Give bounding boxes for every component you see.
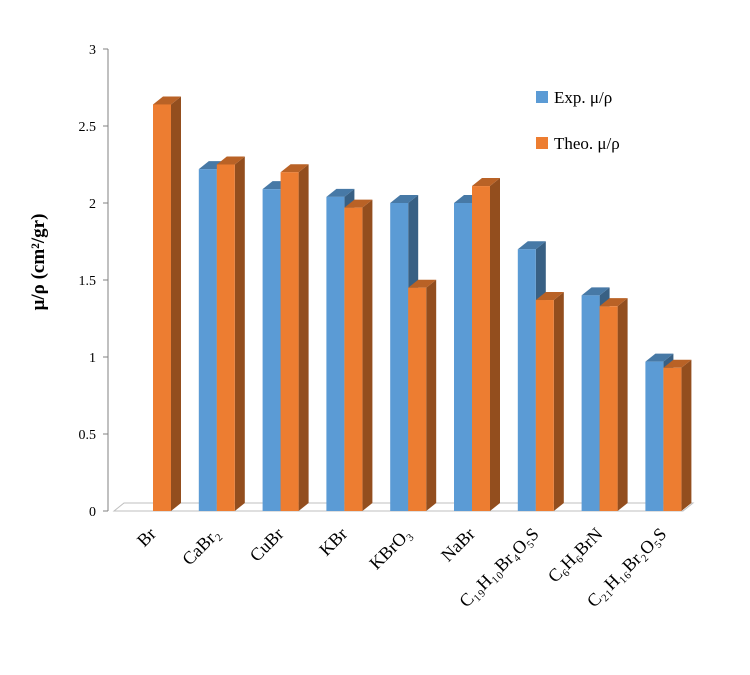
bar-top — [216, 156, 245, 165]
x-tick-label: C₆H₆BrN — [544, 524, 607, 587]
bar-front — [280, 172, 299, 511]
bar-front — [472, 186, 490, 511]
bar-top — [517, 241, 546, 250]
y-axis-label: μ/ρ (cm²/gr) — [28, 214, 49, 311]
bar-theo — [599, 298, 628, 511]
y-tick-label: 1.5 — [79, 274, 97, 289]
bar-theo — [408, 279, 437, 511]
bar-theo — [216, 156, 245, 511]
bar-side — [553, 292, 564, 511]
bar-front — [153, 104, 171, 511]
bar-front — [517, 249, 536, 511]
x-tick-label: CaBr₂ — [178, 524, 223, 569]
legend-swatch — [536, 91, 548, 103]
bar-theo — [472, 178, 500, 511]
y-tick-label: 2 — [89, 197, 96, 212]
legend-label: Theo. μ/ρ — [554, 134, 620, 153]
x-tick-label: KBrO₃ — [365, 524, 415, 574]
bar-front — [390, 203, 409, 511]
bar-front — [535, 300, 554, 511]
bar-top — [344, 199, 373, 208]
bar-front — [581, 295, 600, 511]
bar-top — [408, 279, 437, 288]
y-tick-label: 0.5 — [79, 428, 97, 443]
bar-front — [645, 361, 664, 511]
x-tick-label: CuBr — [246, 524, 288, 566]
y-tick-label: 1 — [89, 351, 96, 366]
bar-top — [645, 353, 674, 362]
bar-side — [298, 164, 309, 511]
bar-top — [535, 292, 564, 301]
bar-front — [454, 203, 472, 511]
bar-side — [362, 199, 373, 511]
bar-front — [599, 306, 618, 511]
bar-theo — [535, 292, 564, 511]
legend: Exp. μ/ρ Theo. μ/ρ — [536, 88, 620, 153]
bar-top — [390, 195, 419, 203]
bar-side — [681, 359, 692, 511]
legend-label: Exp. μ/ρ — [554, 88, 612, 107]
y-tick-label: 2.5 — [79, 120, 97, 135]
bar-side — [617, 298, 628, 511]
bar-side — [234, 156, 245, 511]
bar-theo — [153, 96, 181, 511]
bar-theo — [344, 199, 373, 511]
x-tick-label: NaBr — [437, 524, 479, 566]
bar-front — [344, 207, 363, 511]
legend-swatch — [536, 137, 548, 149]
bar-side — [426, 279, 437, 511]
bar-top — [326, 188, 355, 197]
y-tick-label: 0 — [89, 505, 96, 520]
bar-top — [153, 96, 181, 105]
bar-front — [326, 196, 345, 511]
bar-side — [171, 96, 181, 511]
bar-side — [490, 178, 500, 511]
bar-theo — [663, 359, 692, 511]
y-tick-label: 3 — [89, 43, 96, 58]
bar-front — [198, 169, 217, 511]
bar-front — [216, 164, 235, 511]
bar-top — [663, 359, 692, 368]
bar-front — [408, 287, 427, 511]
x-tick-label: KBr — [315, 524, 351, 560]
bar-top — [280, 164, 309, 173]
bar-front — [663, 367, 682, 511]
bar-top — [581, 287, 610, 296]
bar-top — [472, 178, 500, 187]
x-tick-label: Br — [133, 524, 160, 551]
bar-front — [262, 189, 281, 511]
bar-theo — [280, 164, 309, 511]
bars — [153, 96, 692, 511]
bar-top — [599, 298, 628, 307]
